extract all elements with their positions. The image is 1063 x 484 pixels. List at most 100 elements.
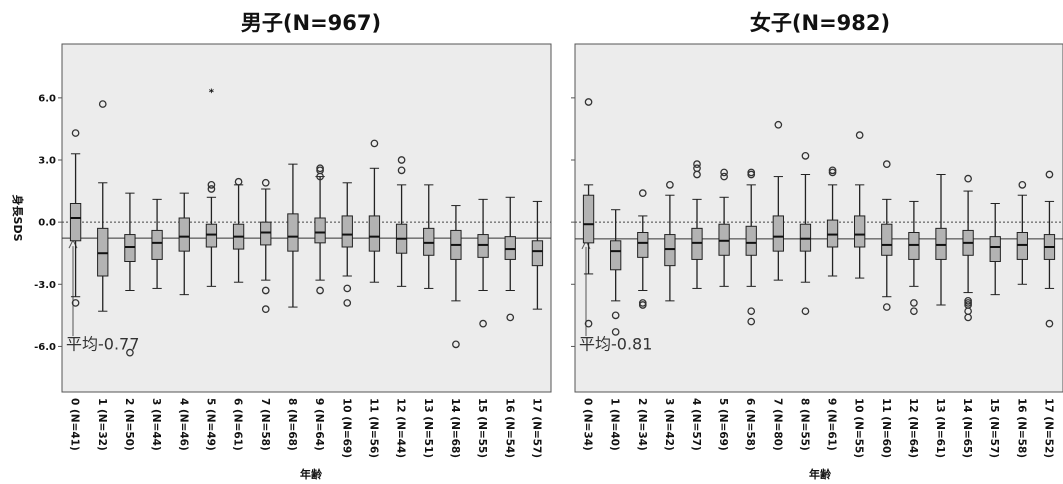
box xyxy=(151,229,163,260)
box xyxy=(691,227,703,260)
x-tick-label: 5 (N=49) xyxy=(204,398,216,451)
x-tick-label: 2 (N=50) xyxy=(123,398,135,451)
outlier-point xyxy=(964,313,972,322)
x-tick-label: 4 (N=57) xyxy=(690,398,702,451)
outlier-point xyxy=(828,168,837,177)
panel-0: 6.0 3.0 0.0 -3.0 -6.0 平均-0.77 0 (N=41) 1 (N=32)… xyxy=(34,43,552,458)
box xyxy=(97,227,109,277)
outlier-point xyxy=(506,313,515,322)
outlier-point xyxy=(720,168,728,177)
plot-panels: 6.0 3.0 0.0 -3.0 -6.0 平均-0.77 0 (N=41) 1 (N=32)… xyxy=(34,43,1063,458)
x-axis-label-boys: 年齢 xyxy=(300,467,323,481)
x-tick-label: 10 (N=55) xyxy=(853,398,865,458)
box xyxy=(124,234,136,262)
box xyxy=(826,219,839,248)
outlier-point xyxy=(71,299,80,307)
x-tick-label: 3 (N=44) xyxy=(150,398,162,451)
x-tick-label: 15 (N=57) xyxy=(988,398,1000,458)
outlier-point xyxy=(207,185,216,193)
y-tick-label: -3.0 xyxy=(34,280,56,291)
box xyxy=(935,227,947,260)
x-tick-label: 16 (N=54) xyxy=(503,398,515,458)
x-tick-label: 7 (N=58) xyxy=(259,398,271,451)
box xyxy=(531,240,544,267)
x-tick-label: 12 (N=64) xyxy=(907,398,919,458)
box xyxy=(908,232,920,260)
x-tick-label: 10 (N=69) xyxy=(340,398,352,458)
box xyxy=(799,223,812,252)
box xyxy=(287,213,299,252)
x-tick-label: 12 (N=44) xyxy=(395,398,407,458)
outlier-point xyxy=(98,100,107,108)
box xyxy=(745,225,757,256)
x-tick-label: 3 (N=42) xyxy=(663,398,675,451)
box xyxy=(772,215,784,252)
box xyxy=(854,215,866,248)
outlier-point xyxy=(611,328,620,336)
x-tick-label: 14 (N=65) xyxy=(961,398,973,458)
outlier-point xyxy=(693,160,701,168)
outlier-point xyxy=(261,178,270,187)
chart-title-girls: 女子(N=982) xyxy=(750,11,890,35)
box xyxy=(341,215,353,248)
box xyxy=(881,223,893,256)
y-tick-label: 6.0 xyxy=(38,93,56,104)
outlier-point xyxy=(801,152,810,160)
outlier-point xyxy=(774,120,783,129)
outlier-point xyxy=(1018,181,1027,189)
extreme-point: * xyxy=(209,88,215,99)
x-tick-label: 17 (N=57) xyxy=(530,398,542,458)
outlier-point xyxy=(343,284,352,293)
box xyxy=(718,223,730,256)
outlier-point xyxy=(720,172,728,181)
outlier-point xyxy=(479,319,487,328)
x-tick-label: 6 (N=58) xyxy=(744,398,756,451)
outlier-point xyxy=(452,340,460,349)
x-tick-label: 8 (N=55) xyxy=(798,398,810,451)
x-tick-label: 13 (N=61) xyxy=(934,398,946,458)
mean-label: 平均-0.77 xyxy=(66,335,139,354)
outlier-point xyxy=(882,303,891,311)
outlier-point xyxy=(693,170,701,179)
outlier-point xyxy=(397,166,406,175)
outlier-point xyxy=(611,311,620,320)
outlier-point xyxy=(964,174,972,183)
chart-title-boys: 男子(N=967) xyxy=(241,11,381,35)
box xyxy=(477,234,489,258)
x-tick-label: 1 (N=40) xyxy=(609,398,621,451)
outlier-point xyxy=(910,299,918,307)
x-axis-label-girls: 年齢 xyxy=(809,467,832,481)
outlier-point xyxy=(261,286,270,295)
outlier-point xyxy=(638,301,647,309)
outlier-point xyxy=(1045,170,1054,179)
box xyxy=(504,236,516,260)
x-tick-label: 5 (N=69) xyxy=(717,398,729,451)
outlier-point xyxy=(584,319,593,328)
x-tick-label: 0 (N=41) xyxy=(69,398,81,451)
x-tick-label: 6 (N=61) xyxy=(232,398,244,451)
box xyxy=(205,223,218,248)
box xyxy=(260,221,272,246)
mean-label: 平均-0.81 xyxy=(579,335,652,354)
y-tick-label: 3.0 xyxy=(38,156,56,167)
x-tick-label: 14 (N=68) xyxy=(449,398,461,458)
x-tick-label: 13 (N=51) xyxy=(422,398,434,458)
outlier-point xyxy=(882,160,891,168)
box xyxy=(423,227,435,256)
outlier-point xyxy=(207,181,216,189)
x-tick-label: 11 (N=60) xyxy=(880,398,892,458)
box xyxy=(69,203,82,242)
outlier-point xyxy=(316,164,324,173)
box xyxy=(637,232,649,258)
panel-1: 平均-0.81 0 (N=34) 1 (N=40) 2 (N=34) 3 (N=42) 4… xyxy=(571,43,1063,458)
box xyxy=(368,215,381,252)
outlier-point xyxy=(666,181,674,189)
x-tick-label: 17 (N=52) xyxy=(1042,398,1054,458)
x-tick-label: 9 (N=61) xyxy=(826,398,838,451)
y-tick-label: 0.0 xyxy=(38,218,56,229)
x-tick-label: 11 (N=56) xyxy=(367,398,379,458)
outlier-point xyxy=(261,305,270,313)
outlier-point xyxy=(801,307,810,316)
